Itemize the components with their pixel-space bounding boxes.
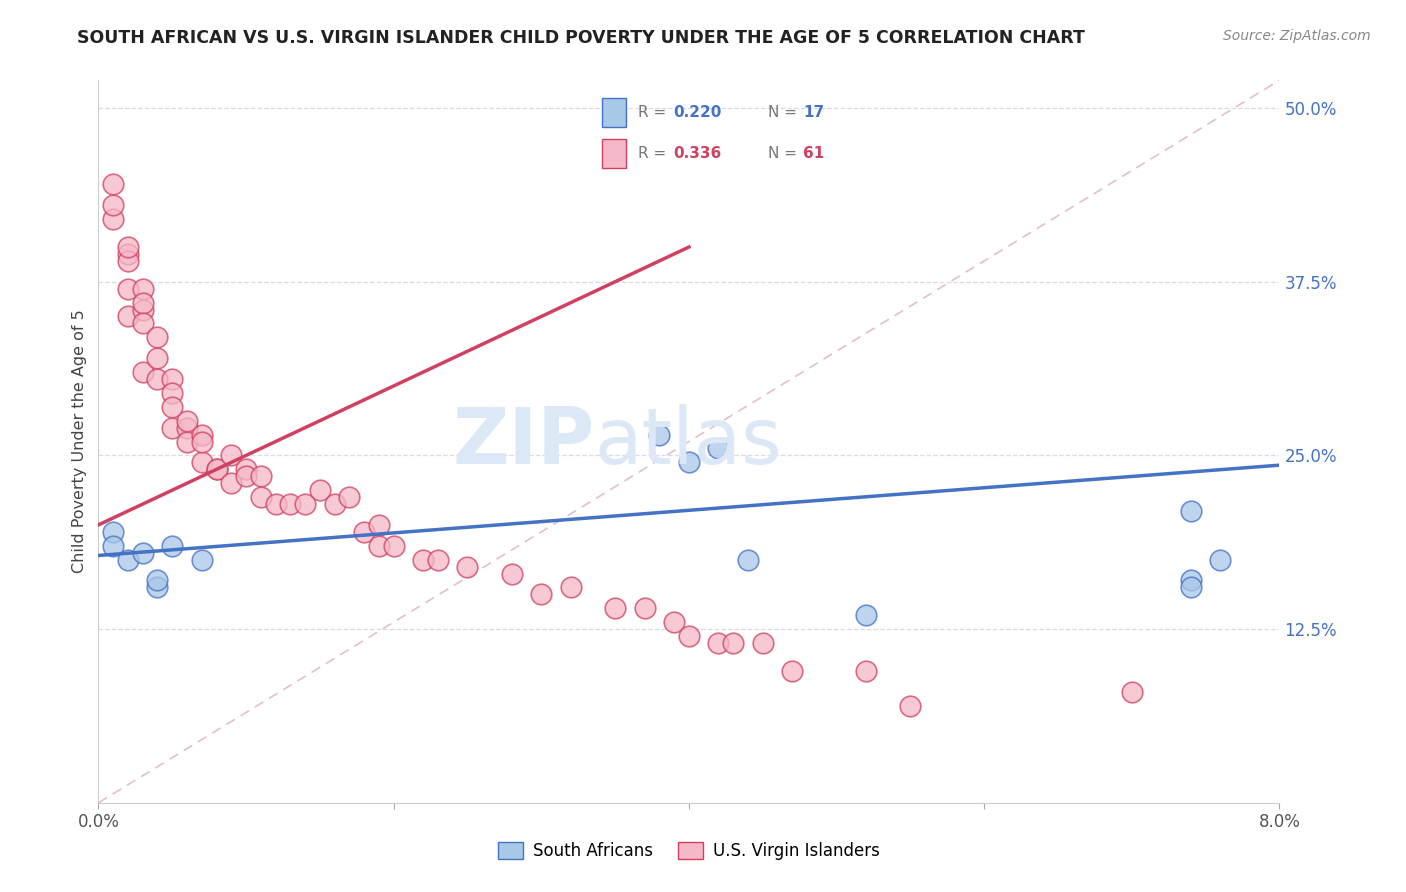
Point xyxy=(280,497,302,511)
Point xyxy=(191,434,214,449)
Point xyxy=(132,295,155,310)
Point xyxy=(117,240,139,254)
Point xyxy=(191,552,214,566)
Point xyxy=(162,400,183,414)
Y-axis label: Child Poverty Under the Age of 5: Child Poverty Under the Age of 5 xyxy=(72,310,87,574)
Point xyxy=(457,559,479,574)
Point xyxy=(605,601,627,615)
Point xyxy=(146,330,169,344)
Point xyxy=(368,539,391,553)
Point xyxy=(205,462,228,476)
Point xyxy=(235,469,257,483)
Point xyxy=(132,282,155,296)
Text: N =: N = xyxy=(768,105,801,120)
Point xyxy=(191,455,214,469)
Point xyxy=(353,524,375,539)
Text: 61: 61 xyxy=(803,146,824,161)
Point xyxy=(782,664,804,678)
Text: R =: R = xyxy=(638,146,671,161)
Text: Source: ZipAtlas.com: Source: ZipAtlas.com xyxy=(1223,29,1371,43)
Point xyxy=(309,483,332,498)
Point xyxy=(678,629,700,643)
Point xyxy=(117,552,139,566)
Point xyxy=(339,490,361,504)
Point xyxy=(117,247,139,261)
Point xyxy=(678,455,700,469)
Point xyxy=(205,462,228,476)
Point xyxy=(707,636,730,650)
Point xyxy=(176,434,198,449)
Text: atlas: atlas xyxy=(595,403,782,480)
Point xyxy=(146,581,169,595)
Point xyxy=(235,462,257,476)
Point xyxy=(117,253,139,268)
Point xyxy=(162,385,183,400)
Point xyxy=(176,414,198,428)
Legend: South Africans, U.S. Virgin Islanders: South Africans, U.S. Virgin Islanders xyxy=(491,835,887,867)
Text: 17: 17 xyxy=(803,105,824,120)
FancyBboxPatch shape xyxy=(602,98,626,127)
Point xyxy=(103,524,125,539)
Point xyxy=(117,282,139,296)
Point xyxy=(634,601,657,615)
Point xyxy=(264,497,287,511)
Text: 0.220: 0.220 xyxy=(673,105,721,120)
Text: R =: R = xyxy=(638,105,671,120)
Point xyxy=(900,698,922,713)
FancyBboxPatch shape xyxy=(602,139,626,168)
Point xyxy=(1209,552,1232,566)
Point xyxy=(146,372,169,386)
Point xyxy=(412,552,434,566)
Point xyxy=(191,427,214,442)
Point xyxy=(162,539,183,553)
Point xyxy=(1121,684,1143,698)
Text: SOUTH AFRICAN VS U.S. VIRGIN ISLANDER CHILD POVERTY UNDER THE AGE OF 5 CORRELATI: SOUTH AFRICAN VS U.S. VIRGIN ISLANDER CH… xyxy=(77,29,1085,46)
Point xyxy=(294,497,316,511)
Point xyxy=(323,497,346,511)
Point xyxy=(1180,581,1202,595)
Point xyxy=(221,476,243,491)
Point xyxy=(162,420,183,434)
Point xyxy=(530,587,553,601)
Point xyxy=(146,351,169,366)
Point xyxy=(723,636,745,650)
Point xyxy=(855,664,877,678)
Point xyxy=(250,469,273,483)
Point xyxy=(427,552,450,566)
Point xyxy=(162,372,183,386)
Point xyxy=(1180,504,1202,518)
Point xyxy=(368,517,391,532)
Point xyxy=(855,608,877,623)
Point xyxy=(501,566,523,581)
Point xyxy=(103,539,125,553)
Point xyxy=(382,539,405,553)
Point xyxy=(648,427,671,442)
Point xyxy=(176,420,198,434)
Text: ZIP: ZIP xyxy=(453,403,595,480)
Point xyxy=(707,442,730,456)
Point xyxy=(132,365,155,379)
Text: 0.336: 0.336 xyxy=(673,146,721,161)
Point xyxy=(560,581,582,595)
Point xyxy=(221,449,243,463)
Point xyxy=(250,490,273,504)
Point xyxy=(103,212,125,227)
Point xyxy=(752,636,775,650)
Point xyxy=(132,546,155,560)
Point xyxy=(103,198,125,212)
Point xyxy=(664,615,686,630)
Point xyxy=(146,574,169,588)
Point xyxy=(1180,574,1202,588)
Point xyxy=(132,317,155,331)
Point xyxy=(737,552,759,566)
Text: N =: N = xyxy=(768,146,801,161)
Point xyxy=(103,178,125,192)
Point xyxy=(132,302,155,317)
Point xyxy=(117,310,139,324)
